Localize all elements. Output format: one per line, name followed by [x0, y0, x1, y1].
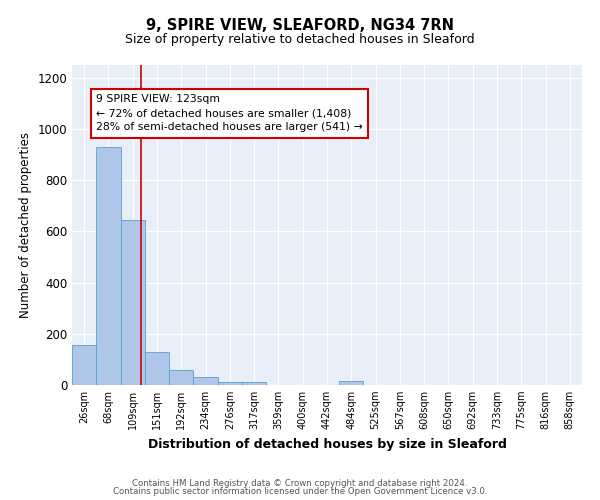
- Bar: [242, 382, 266, 385]
- Bar: [339, 382, 364, 385]
- Bar: [145, 352, 169, 385]
- Text: 9, SPIRE VIEW, SLEAFORD, NG34 7RN: 9, SPIRE VIEW, SLEAFORD, NG34 7RN: [146, 18, 454, 32]
- Bar: [72, 346, 96, 385]
- X-axis label: Distribution of detached houses by size in Sleaford: Distribution of detached houses by size …: [148, 438, 506, 450]
- Bar: [96, 147, 121, 385]
- Y-axis label: Number of detached properties: Number of detached properties: [19, 132, 32, 318]
- Text: 9 SPIRE VIEW: 123sqm
← 72% of detached houses are smaller (1,408)
28% of semi-de: 9 SPIRE VIEW: 123sqm ← 72% of detached h…: [96, 94, 363, 132]
- Bar: [169, 370, 193, 385]
- Bar: [121, 220, 145, 385]
- Text: Contains HM Land Registry data © Crown copyright and database right 2024.: Contains HM Land Registry data © Crown c…: [132, 478, 468, 488]
- Bar: [218, 382, 242, 385]
- Bar: [193, 378, 218, 385]
- Text: Contains public sector information licensed under the Open Government Licence v3: Contains public sector information licen…: [113, 488, 487, 496]
- Text: Size of property relative to detached houses in Sleaford: Size of property relative to detached ho…: [125, 32, 475, 46]
